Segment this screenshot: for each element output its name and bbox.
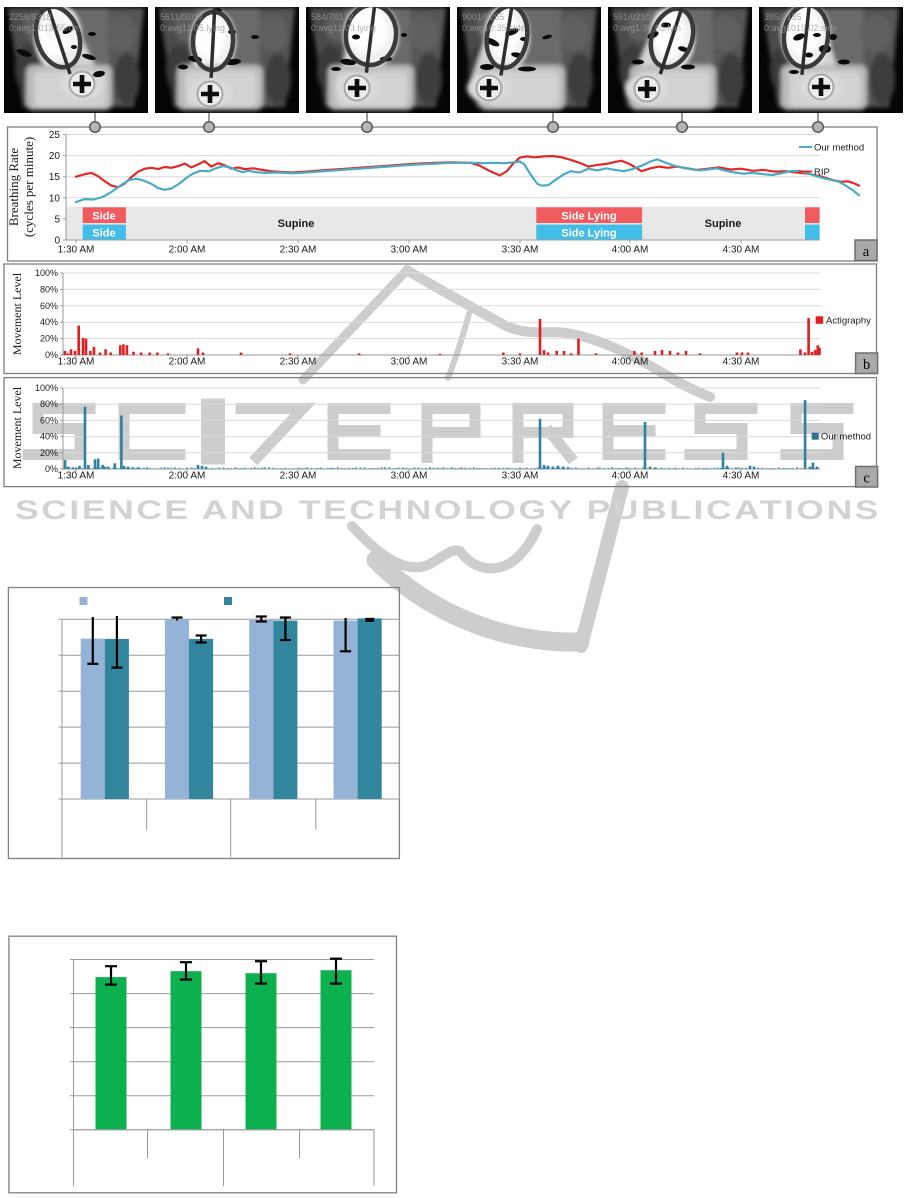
svg-text:0:avg1:013.55/de: 0:avg1:013.55/de <box>9 23 79 33</box>
svg-text:4:00 AM: 4:00 AM <box>612 471 649 482</box>
svg-text:10: 10 <box>49 193 61 204</box>
svg-text:80%: 80% <box>40 399 58 409</box>
svg-text:9001/9255: 9001/9255 <box>462 12 505 22</box>
svg-text:591/0210: 591/0210 <box>613 12 651 22</box>
svg-text:b: b <box>863 357 870 373</box>
svg-text:Breathing Rate: Breathing Rate <box>6 148 21 227</box>
svg-text:25: 25 <box>49 130 61 141</box>
svg-text:2:30 AM: 2:30 AM <box>280 471 317 482</box>
svg-text:3:30 AM: 3:30 AM <box>502 471 539 482</box>
svg-text:395/2135: 395/2135 <box>764 12 802 22</box>
svg-text:2:00 AM: 2:00 AM <box>169 357 206 368</box>
svg-text:0:avg11:03.lying: 0:avg11:03.lying <box>311 23 376 33</box>
svg-text:Movement Level: Movement Level <box>10 386 24 469</box>
svg-text:3:30 AM: 3:30 AM <box>502 245 539 256</box>
svg-text:Supine: Supine <box>705 218 742 230</box>
svg-text:Side Lying: Side Lying <box>561 228 616 240</box>
svg-text:100%: 100% <box>35 383 58 393</box>
svg-text:c: c <box>863 471 869 487</box>
svg-text:2256/9318: 2256/9318 <box>9 12 52 22</box>
svg-text:a: a <box>863 244 870 260</box>
svg-text:1:30 AM: 1:30 AM <box>58 357 95 368</box>
svg-text:2:00 AM: 2:00 AM <box>169 245 206 256</box>
svg-text:0:avg11:05.lying: 0:avg11:05.lying <box>160 23 225 33</box>
svg-text:4:30 AM: 4:30 AM <box>723 357 760 368</box>
svg-text:2:30 AM: 2:30 AM <box>280 245 317 256</box>
svg-text:Side Lying: Side Lying <box>561 211 616 223</box>
svg-text:Our method: Our method <box>814 143 864 154</box>
svg-text:40%: 40% <box>40 317 58 327</box>
svg-text:Supine: Supine <box>278 218 315 230</box>
svg-text:RIP: RIP <box>814 167 830 178</box>
svg-text:20: 20 <box>49 151 61 162</box>
svg-text:3:00 AM: 3:00 AM <box>391 471 428 482</box>
svg-text:4:30 AM: 4:30 AM <box>723 245 760 256</box>
svg-text:0%: 0% <box>45 350 58 360</box>
svg-text:0: 0 <box>54 236 60 247</box>
svg-text:SCIENCE AND TECHNOLOGY PUBLICA: SCIENCE AND TECHNOLOGY PUBLICATIONS <box>15 495 881 525</box>
svg-text:2:00 AM: 2:00 AM <box>169 471 206 482</box>
svg-text:20%: 20% <box>40 334 58 344</box>
svg-text:584/70172: 584/70172 <box>311 12 354 22</box>
svg-text:20%: 20% <box>40 448 58 458</box>
svg-text:Movement Level: Movement Level <box>10 272 24 355</box>
svg-text:100%: 100% <box>35 268 58 278</box>
svg-text:3:00 AM: 3:00 AM <box>391 357 428 368</box>
svg-text:15: 15 <box>49 172 61 183</box>
svg-text:3:30 AM: 3:30 AM <box>502 357 539 368</box>
svg-text:2:30 AM: 2:30 AM <box>280 357 317 368</box>
svg-text:5611/0200: 5611/0200 <box>160 12 202 22</box>
svg-text:40%: 40% <box>40 432 58 442</box>
svg-text:60%: 60% <box>40 301 58 311</box>
svg-text:80%: 80% <box>40 284 58 294</box>
svg-text:0:avg1:30.65.lyin: 0:avg1:30.65.lyin <box>613 23 681 33</box>
svg-text:3:00 AM: 3:00 AM <box>391 245 428 256</box>
svg-text:0%: 0% <box>45 464 58 474</box>
svg-text:4:00 AM: 4:00 AM <box>612 357 649 368</box>
svg-text:Our method: Our method <box>821 432 871 443</box>
svg-text:0:avg1019.02.side: 0:avg1019.02.side <box>764 23 838 33</box>
svg-text:4:30 AM: 4:30 AM <box>723 471 760 482</box>
svg-text:60%: 60% <box>40 415 58 425</box>
svg-text:5: 5 <box>54 214 60 225</box>
svg-text:Side: Side <box>92 228 115 240</box>
svg-text:1:30 AM: 1:30 AM <box>58 245 95 256</box>
svg-text:0:avg10:35.side: 0:avg10:35.side <box>462 23 526 33</box>
svg-text:Actigraphy: Actigraphy <box>826 316 871 327</box>
svg-text:(cycles per minute): (cycles per minute) <box>21 137 36 237</box>
svg-text:4:00 AM: 4:00 AM <box>612 245 649 256</box>
svg-text:Side: Side <box>92 211 115 223</box>
svg-text:1:30 AM: 1:30 AM <box>58 471 95 482</box>
